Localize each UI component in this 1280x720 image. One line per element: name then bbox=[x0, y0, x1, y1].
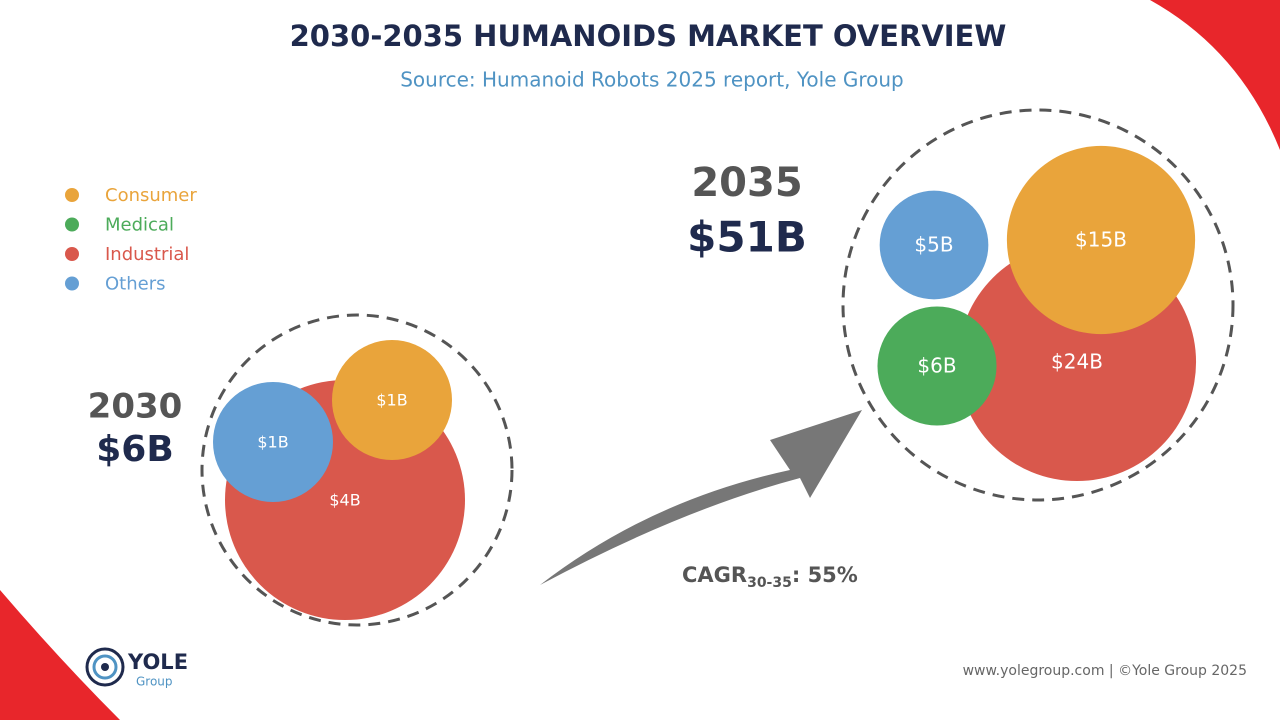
logo: YOLE Group bbox=[85, 647, 188, 689]
legend-label: Consumer bbox=[105, 185, 197, 206]
corner-accent bbox=[1150, 0, 1280, 150]
legend-swatch bbox=[65, 188, 79, 202]
year-label: 2030 bbox=[88, 387, 183, 427]
bubble-label: $24B bbox=[1051, 350, 1103, 374]
legend-label: Medical bbox=[105, 215, 174, 236]
logo-ring bbox=[92, 654, 118, 680]
cagr-period: 30-35 bbox=[747, 575, 792, 591]
cagr-label: CAGR bbox=[682, 563, 747, 587]
total-label: $6B bbox=[96, 429, 174, 470]
footer-credit: www.yolegroup.com | ©Yole Group 2025 bbox=[963, 663, 1247, 679]
legend-label: Industrial bbox=[105, 244, 189, 265]
legend-swatch bbox=[65, 247, 79, 261]
corner-accent bbox=[0, 590, 120, 720]
logo-ring bbox=[85, 647, 125, 687]
bubble-label: $1B bbox=[257, 433, 288, 452]
title: 2030-2035 HUMANOIDS MARKET OVERVIEW bbox=[290, 19, 1007, 53]
bubble-label: $1B bbox=[376, 391, 407, 410]
bubble bbox=[213, 382, 333, 502]
subtitle: Source: Humanoid Robots 2025 report, Yol… bbox=[400, 68, 904, 92]
cagr-value: : 55% bbox=[792, 563, 858, 587]
bubble bbox=[877, 306, 997, 426]
total-label: $51B bbox=[687, 213, 807, 262]
year-label: 2035 bbox=[691, 160, 802, 206]
legend-swatch bbox=[65, 276, 79, 291]
logo-subtext: Group bbox=[136, 675, 173, 689]
bubbles: $4B $1B $1B $24B $15B $5B $6B bbox=[213, 145, 1197, 620]
bubble-label: $15B bbox=[1075, 228, 1127, 252]
cagr: CAGR30-35: 55% bbox=[682, 563, 858, 591]
bubble bbox=[332, 340, 452, 460]
legend-swatch bbox=[65, 217, 79, 232]
group-outline bbox=[200, 313, 514, 627]
group-outline bbox=[841, 108, 1235, 502]
bubble-label: $4B bbox=[329, 491, 360, 510]
growth-arrow bbox=[540, 410, 862, 585]
legend-label: Others bbox=[105, 274, 166, 295]
bubble-label: $6B bbox=[917, 354, 956, 378]
logo-dot bbox=[101, 663, 109, 671]
bubble bbox=[1006, 145, 1196, 335]
bubble-label: $5B bbox=[914, 233, 953, 257]
bubble bbox=[879, 190, 989, 300]
logo-text: YOLE bbox=[127, 650, 188, 674]
